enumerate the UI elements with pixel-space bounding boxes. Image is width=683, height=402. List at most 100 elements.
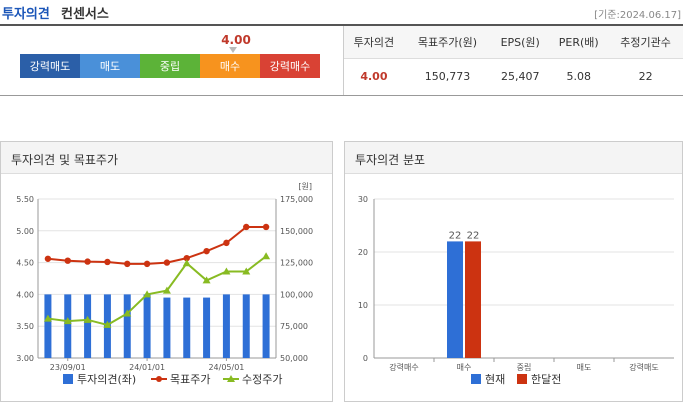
legend-swatch-opinion bbox=[63, 374, 73, 384]
section-title: 투자의견 bbox=[2, 7, 50, 22]
y-left-tick-label: 3.00 bbox=[16, 354, 34, 363]
scale-segment: 매수 bbox=[200, 54, 260, 78]
summary-value-row: 4.00 150,773 25,407 5.08 22 bbox=[344, 58, 683, 95]
summary-value-cell: 4.00 bbox=[360, 70, 388, 84]
distribution-bar bbox=[447, 241, 463, 358]
y-right-tick-label: 175,000 bbox=[280, 195, 313, 204]
scale-segment: 중립 bbox=[140, 54, 200, 78]
bar-value-label: 22 bbox=[449, 230, 462, 241]
target-price-point bbox=[104, 258, 111, 266]
legend-label: 한달전 bbox=[531, 373, 561, 386]
scale-segment: 강력매수 bbox=[260, 54, 320, 78]
adjusted-price-point bbox=[222, 267, 231, 275]
target-price-point bbox=[223, 239, 230, 247]
consensus-summary-table: 투자의견 목표주가(원) EPS(원) PER(배) 추정기관수 4.00 150,773… bbox=[344, 26, 683, 95]
opinion-bar bbox=[183, 297, 191, 358]
summary-value-cell: 5.08 bbox=[566, 70, 591, 84]
x-category-label: 중립 bbox=[517, 363, 532, 372]
y-right-tick-label: 150,000 bbox=[280, 227, 313, 236]
summary-bottom-border bbox=[0, 95, 683, 96]
x-tick-label: 23/09/01 bbox=[50, 363, 86, 372]
summary-value-cell: 22 bbox=[638, 70, 653, 84]
y-right-tick-label: 75,000 bbox=[280, 322, 308, 331]
y-right-unit: [원] bbox=[298, 182, 312, 191]
target-price-point bbox=[262, 223, 270, 231]
legend-label: 투자의견(좌) bbox=[77, 373, 136, 386]
opinion-bar bbox=[44, 294, 52, 358]
y-tick-label: 10 bbox=[358, 301, 368, 310]
legend-label: 목표주가 bbox=[170, 373, 210, 386]
opinion-bar bbox=[64, 294, 72, 358]
legend-swatch-month-ago bbox=[517, 374, 527, 384]
summary-value-cell: 25,407 bbox=[500, 70, 540, 84]
opinion-bar bbox=[163, 297, 171, 358]
target-price-point bbox=[163, 259, 171, 266]
y-left-tick-label: 3.50 bbox=[16, 322, 34, 331]
x-tick-label: 24/01/01 bbox=[129, 363, 165, 372]
adjusted-price-point bbox=[143, 290, 152, 298]
opinion-target-price-chart: 5.50 5.00 4.50 4.00 3.50 3.00 175,000 150,000 12… bbox=[16, 182, 313, 386]
opinion-bar bbox=[262, 294, 270, 358]
target-price-point bbox=[124, 260, 131, 268]
y-tick-label: 20 bbox=[358, 248, 368, 257]
distribution-bar bbox=[465, 241, 481, 358]
y-tick-label: 30 bbox=[358, 195, 368, 204]
summary-header-row: 투자의견 목표주가(원) EPS(원) PER(배) 추정기관수 bbox=[344, 26, 683, 59]
opinion-scale: 강력매도 매도 중립 매수 강력매수 bbox=[20, 54, 320, 78]
target-price-point bbox=[84, 258, 91, 265]
header: 투자의견 컨센서스 [기준:2024.06.17] bbox=[0, 0, 683, 24]
legend-label: 수정주가 bbox=[242, 373, 282, 386]
target-price-point bbox=[183, 254, 190, 262]
legend-swatch-current bbox=[471, 374, 481, 384]
x-category-label: 매수 bbox=[457, 363, 472, 372]
scale-segment: 매도 bbox=[80, 54, 140, 78]
adjusted-price-line bbox=[47, 255, 267, 326]
y-right-tick-label: 125,000 bbox=[280, 259, 313, 268]
summary-header-cell: 추정기관수 bbox=[608, 26, 683, 59]
y-right-tick-label: 100,000 bbox=[280, 290, 313, 299]
opinion-marker-value: 4.00 bbox=[221, 33, 251, 47]
y-left-tick-label: 5.00 bbox=[16, 227, 34, 236]
bar-value-label: 22 bbox=[467, 230, 480, 241]
section-subtitle: 컨센서스 bbox=[61, 7, 109, 22]
adjusted-price-point bbox=[202, 276, 211, 284]
opinion-bar bbox=[84, 294, 92, 358]
x-category-label: 강력매수 bbox=[389, 362, 418, 372]
opinion-bar bbox=[143, 294, 151, 358]
opinion-distribution-panel: 투자의견 분포 30 20 10 0 강력매수 매수 22 22 중립 매도 강력매도 현재 한달전 bbox=[344, 141, 683, 402]
summary-divider bbox=[343, 26, 344, 95]
x-category-label: 강력매도 bbox=[629, 362, 658, 372]
summary-header-cell: PER(배) bbox=[549, 26, 609, 59]
opinion-bar bbox=[203, 297, 211, 358]
adjusted-price-point bbox=[43, 314, 52, 322]
header-divider bbox=[0, 24, 683, 26]
adjusted-price-point bbox=[262, 252, 271, 260]
legend-swatch-adjusted-point bbox=[227, 375, 235, 382]
y-right-tick-label: 50,000 bbox=[280, 354, 308, 363]
panel-title: 투자의견 및 목표주가 bbox=[1, 142, 332, 174]
adjusted-price-point bbox=[242, 267, 251, 275]
base-date: [기준:2024.06.17] bbox=[594, 10, 681, 21]
legend-label: 현재 bbox=[485, 373, 505, 386]
adjusted-price-point bbox=[103, 320, 112, 328]
x-category-label: 매도 bbox=[577, 363, 592, 372]
legend-swatch-target-point bbox=[156, 376, 162, 382]
adjusted-price-point bbox=[63, 317, 72, 325]
x-tick-label: 24/05/01 bbox=[208, 363, 244, 372]
summary-value-cell: 150,773 bbox=[424, 70, 471, 84]
target-price-point bbox=[44, 255, 52, 262]
target-price-line bbox=[47, 225, 267, 265]
y-left-tick-label: 4.50 bbox=[16, 259, 34, 268]
opinion-bar bbox=[222, 294, 230, 358]
panel-title: 투자의견 분포 bbox=[345, 142, 682, 174]
opinion-bar bbox=[242, 294, 250, 358]
adjusted-price-point bbox=[83, 315, 92, 323]
y-left-tick-label: 4.00 bbox=[16, 290, 34, 299]
opinion-target-price-panel: 투자의견 및 목표주가 5.50 5.00 4.50 4.00 3.50 3.00 175,… bbox=[0, 141, 333, 402]
target-price-point bbox=[203, 247, 210, 255]
opinion-bar bbox=[123, 294, 131, 358]
summary-header-cell: 투자의견 bbox=[344, 26, 404, 59]
target-price-point bbox=[143, 260, 151, 268]
adjusted-price-point bbox=[123, 309, 132, 317]
